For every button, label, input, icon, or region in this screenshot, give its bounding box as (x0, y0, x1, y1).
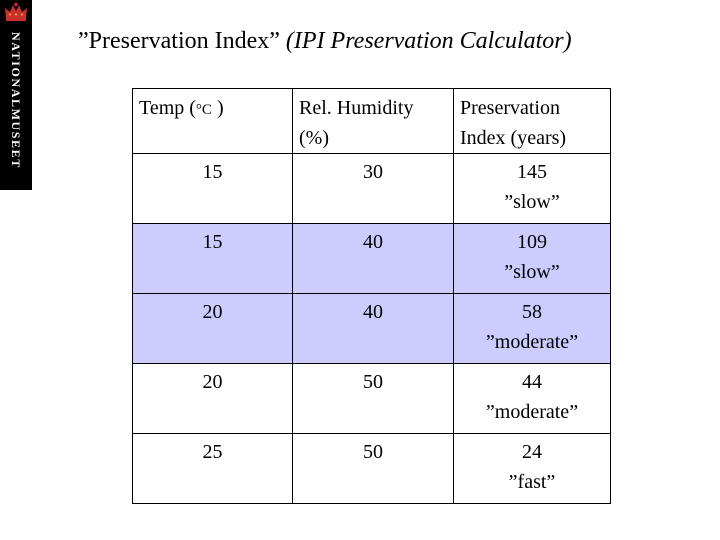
cell-index: 58 ”moderate” (453, 293, 611, 364)
table-row: 15 40 109 ”slow” (132, 223, 611, 294)
cell-humidity: 30 (292, 153, 454, 224)
title-subtitle: (IPI Preservation Calculator) (285, 28, 572, 54)
brand-strip: NATIONALMUSEET (0, 0, 32, 190)
cell-humidity: 50 (292, 363, 454, 434)
index-value: 58 (522, 301, 542, 323)
header-humidity: Rel. Humidity (%) (292, 88, 454, 154)
crown-icon (5, 2, 27, 21)
index-rating: ”moderate” (485, 331, 579, 353)
preservation-table: Temp (°C ) Rel. Humidity (%) Preservatio… (132, 88, 611, 504)
cell-humidity: 40 (292, 223, 454, 294)
cell-index: 24 ”fast” (453, 433, 611, 504)
header-temp-unit: °C (195, 102, 212, 118)
title-main: ”Preservation Index” (78, 28, 280, 54)
cell-temp: 15 (132, 153, 293, 224)
index-value: 44 (522, 371, 542, 393)
cell-temp: 15 (132, 223, 293, 294)
header-temp-prefix: Temp ( (139, 97, 196, 119)
index-rating: ”slow” (504, 261, 560, 283)
header-preservation: Preservation Index (years) (453, 88, 611, 154)
cell-temp: 20 (132, 293, 293, 364)
page-title: ”Preservation Index” (IPI Preservation C… (78, 28, 572, 55)
table-row: 15 30 145 ”slow” (132, 153, 611, 224)
brand-name: NATIONALMUSEET (9, 32, 23, 169)
cell-temp: 25 (132, 433, 293, 504)
cell-index: 109 ”slow” (453, 223, 611, 294)
table-row: 20 40 58 ”moderate” (132, 293, 611, 364)
cell-index: 44 ”moderate” (453, 363, 611, 434)
cell-humidity: 40 (292, 293, 454, 364)
index-rating: ”moderate” (485, 401, 579, 423)
index-value: 24 (522, 441, 542, 463)
header-temp: Temp (°C ) (132, 88, 293, 154)
table-header-row: Temp (°C ) Rel. Humidity (%) Preservatio… (132, 88, 611, 154)
cell-index: 145 ”slow” (453, 153, 611, 224)
table-row: 25 50 24 ”fast” (132, 433, 611, 504)
index-value: 145 (517, 161, 547, 183)
header-temp-suffix: ) (211, 97, 224, 119)
index-rating: ”slow” (504, 191, 560, 213)
cell-humidity: 50 (292, 433, 454, 504)
cell-temp: 20 (132, 363, 293, 434)
table-row: 20 50 44 ”moderate” (132, 363, 611, 434)
index-rating: ”fast” (508, 471, 556, 493)
index-value: 109 (517, 231, 547, 253)
